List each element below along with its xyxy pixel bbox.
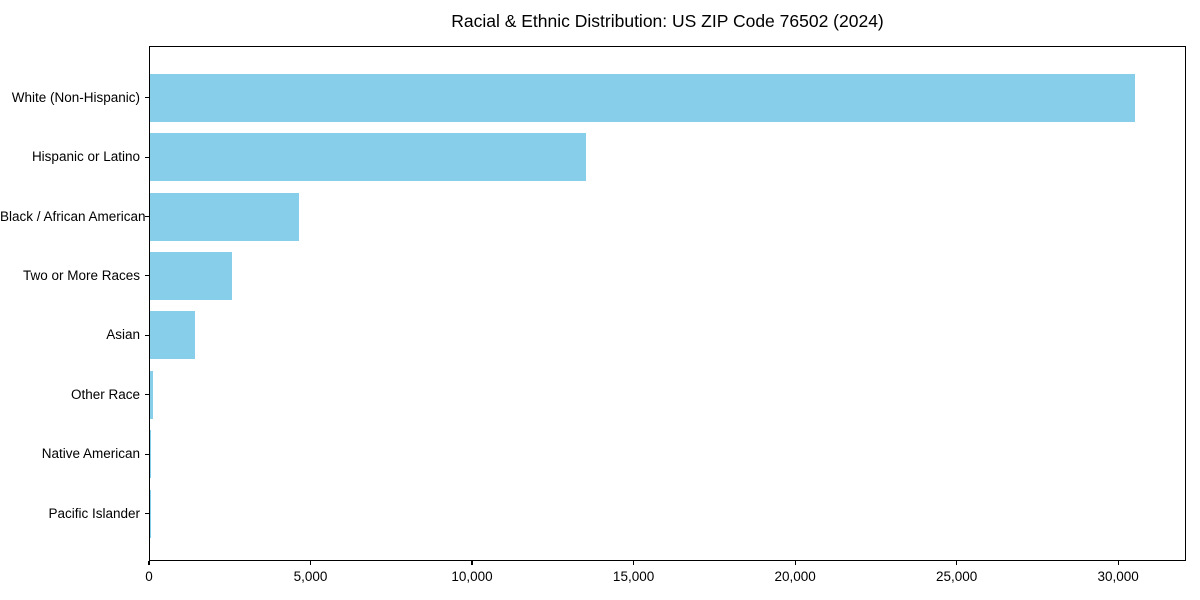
x-tick-label-25000: 25,000 bbox=[935, 569, 978, 584]
x-tick-label-5000: 5,000 bbox=[293, 569, 328, 584]
y-tick bbox=[145, 453, 149, 455]
x-tick bbox=[632, 561, 635, 565]
y-axis-label-other-race: Other Race bbox=[70, 386, 140, 402]
y-axis-label-native-american: Native American bbox=[41, 446, 140, 462]
y-axis-label-two-or-more-races: Two or More Races bbox=[22, 267, 140, 283]
y-tick bbox=[145, 394, 149, 396]
bar-other-race bbox=[150, 370, 154, 419]
y-tick bbox=[145, 156, 149, 158]
y-tick bbox=[145, 275, 149, 277]
y-axis-label-white-non-hispanic: White (Non-Hispanic) bbox=[11, 89, 140, 105]
y-axis-label-pacific-islander: Pacific Islander bbox=[48, 505, 140, 521]
x-tick-label-15000: 15,000 bbox=[612, 569, 655, 584]
x-tick-label-0: 0 bbox=[145, 569, 153, 584]
bar-native-american bbox=[150, 430, 151, 479]
x-tick bbox=[1117, 561, 1119, 565]
bar-two-or-more-races bbox=[150, 251, 233, 300]
y-tick bbox=[145, 97, 149, 99]
x-tick bbox=[471, 561, 473, 565]
chart-title: Racial & Ethnic Distribution: US ZIP Cod… bbox=[451, 11, 884, 31]
bar-asian bbox=[150, 311, 196, 360]
plot-area bbox=[149, 46, 1186, 561]
x-tick bbox=[794, 561, 796, 565]
x-tick bbox=[148, 561, 150, 565]
x-tick bbox=[309, 561, 312, 565]
y-axis-label-black-african-american: Black / African American bbox=[0, 208, 146, 224]
bar-black-african-american bbox=[150, 192, 299, 241]
y-tick bbox=[145, 215, 149, 218]
x-tick-label-10000: 10,000 bbox=[451, 569, 493, 584]
y-axis-label-asian: Asian bbox=[106, 327, 140, 343]
x-tick-label-20000: 20,000 bbox=[774, 569, 816, 584]
bar-white-non-hispanic bbox=[150, 73, 1136, 122]
y-axis-label-hispanic-or-latino: Hispanic or Latino bbox=[31, 149, 140, 165]
x-tick bbox=[956, 561, 958, 565]
y-tick bbox=[145, 334, 149, 336]
y-tick bbox=[145, 512, 149, 515]
x-tick-label-30000: 30,000 bbox=[1097, 569, 1139, 584]
bar-hispanic-or-latino bbox=[150, 133, 587, 182]
